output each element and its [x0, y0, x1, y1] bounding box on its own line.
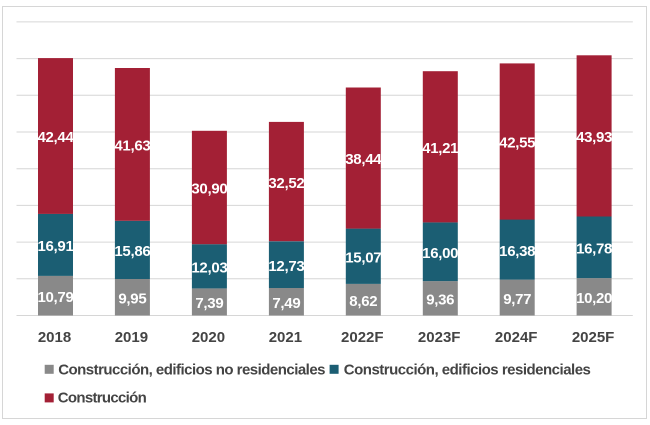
svg-text:15,86: 15,86	[114, 243, 150, 260]
svg-text:7,39: 7,39	[195, 295, 223, 312]
svg-text:9,77: 9,77	[503, 291, 531, 308]
svg-text:16,91: 16,91	[37, 238, 73, 255]
svg-text:2023F: 2023F	[418, 329, 461, 346]
svg-text:16,38: 16,38	[499, 243, 535, 260]
svg-text:32,52: 32,52	[268, 175, 304, 192]
svg-text:12,03: 12,03	[191, 260, 227, 277]
svg-text:10,79: 10,79	[37, 289, 73, 306]
svg-text:2021: 2021	[269, 329, 302, 346]
svg-text:2025F: 2025F	[572, 329, 615, 346]
svg-text:2020: 2020	[192, 329, 225, 346]
svg-text:10,20: 10,20	[576, 290, 612, 307]
svg-text:12,73: 12,73	[268, 258, 304, 275]
svg-text:42,55: 42,55	[499, 135, 535, 152]
svg-text:16,78: 16,78	[576, 241, 612, 258]
svg-text:Construcción, edificios reside: Construcción, edificios residenciales	[344, 362, 591, 379]
svg-text:7,49: 7,49	[272, 295, 300, 312]
svg-text:43,93: 43,93	[576, 129, 612, 146]
svg-text:41,21: 41,21	[422, 140, 458, 157]
svg-text:2022F: 2022F	[341, 329, 384, 346]
svg-text:38,44: 38,44	[345, 151, 382, 168]
svg-text:15,07: 15,07	[345, 249, 381, 266]
svg-text:41,63: 41,63	[114, 138, 150, 155]
svg-text:9,36: 9,36	[426, 292, 454, 309]
svg-text:2018: 2018	[38, 329, 71, 346]
svg-text:2024F: 2024F	[495, 329, 538, 346]
svg-text:8,62: 8,62	[349, 293, 377, 310]
svg-text:16,00: 16,00	[422, 245, 458, 262]
svg-text:Construcción: Construcción	[58, 390, 147, 407]
svg-text:30,90: 30,90	[191, 181, 227, 198]
svg-text:42,44: 42,44	[37, 129, 74, 146]
svg-text:Construcción, edificios no res: Construcción, edificios no residenciales	[58, 362, 325, 379]
svg-text:2019: 2019	[115, 329, 148, 346]
svg-text:9,95: 9,95	[118, 290, 146, 307]
